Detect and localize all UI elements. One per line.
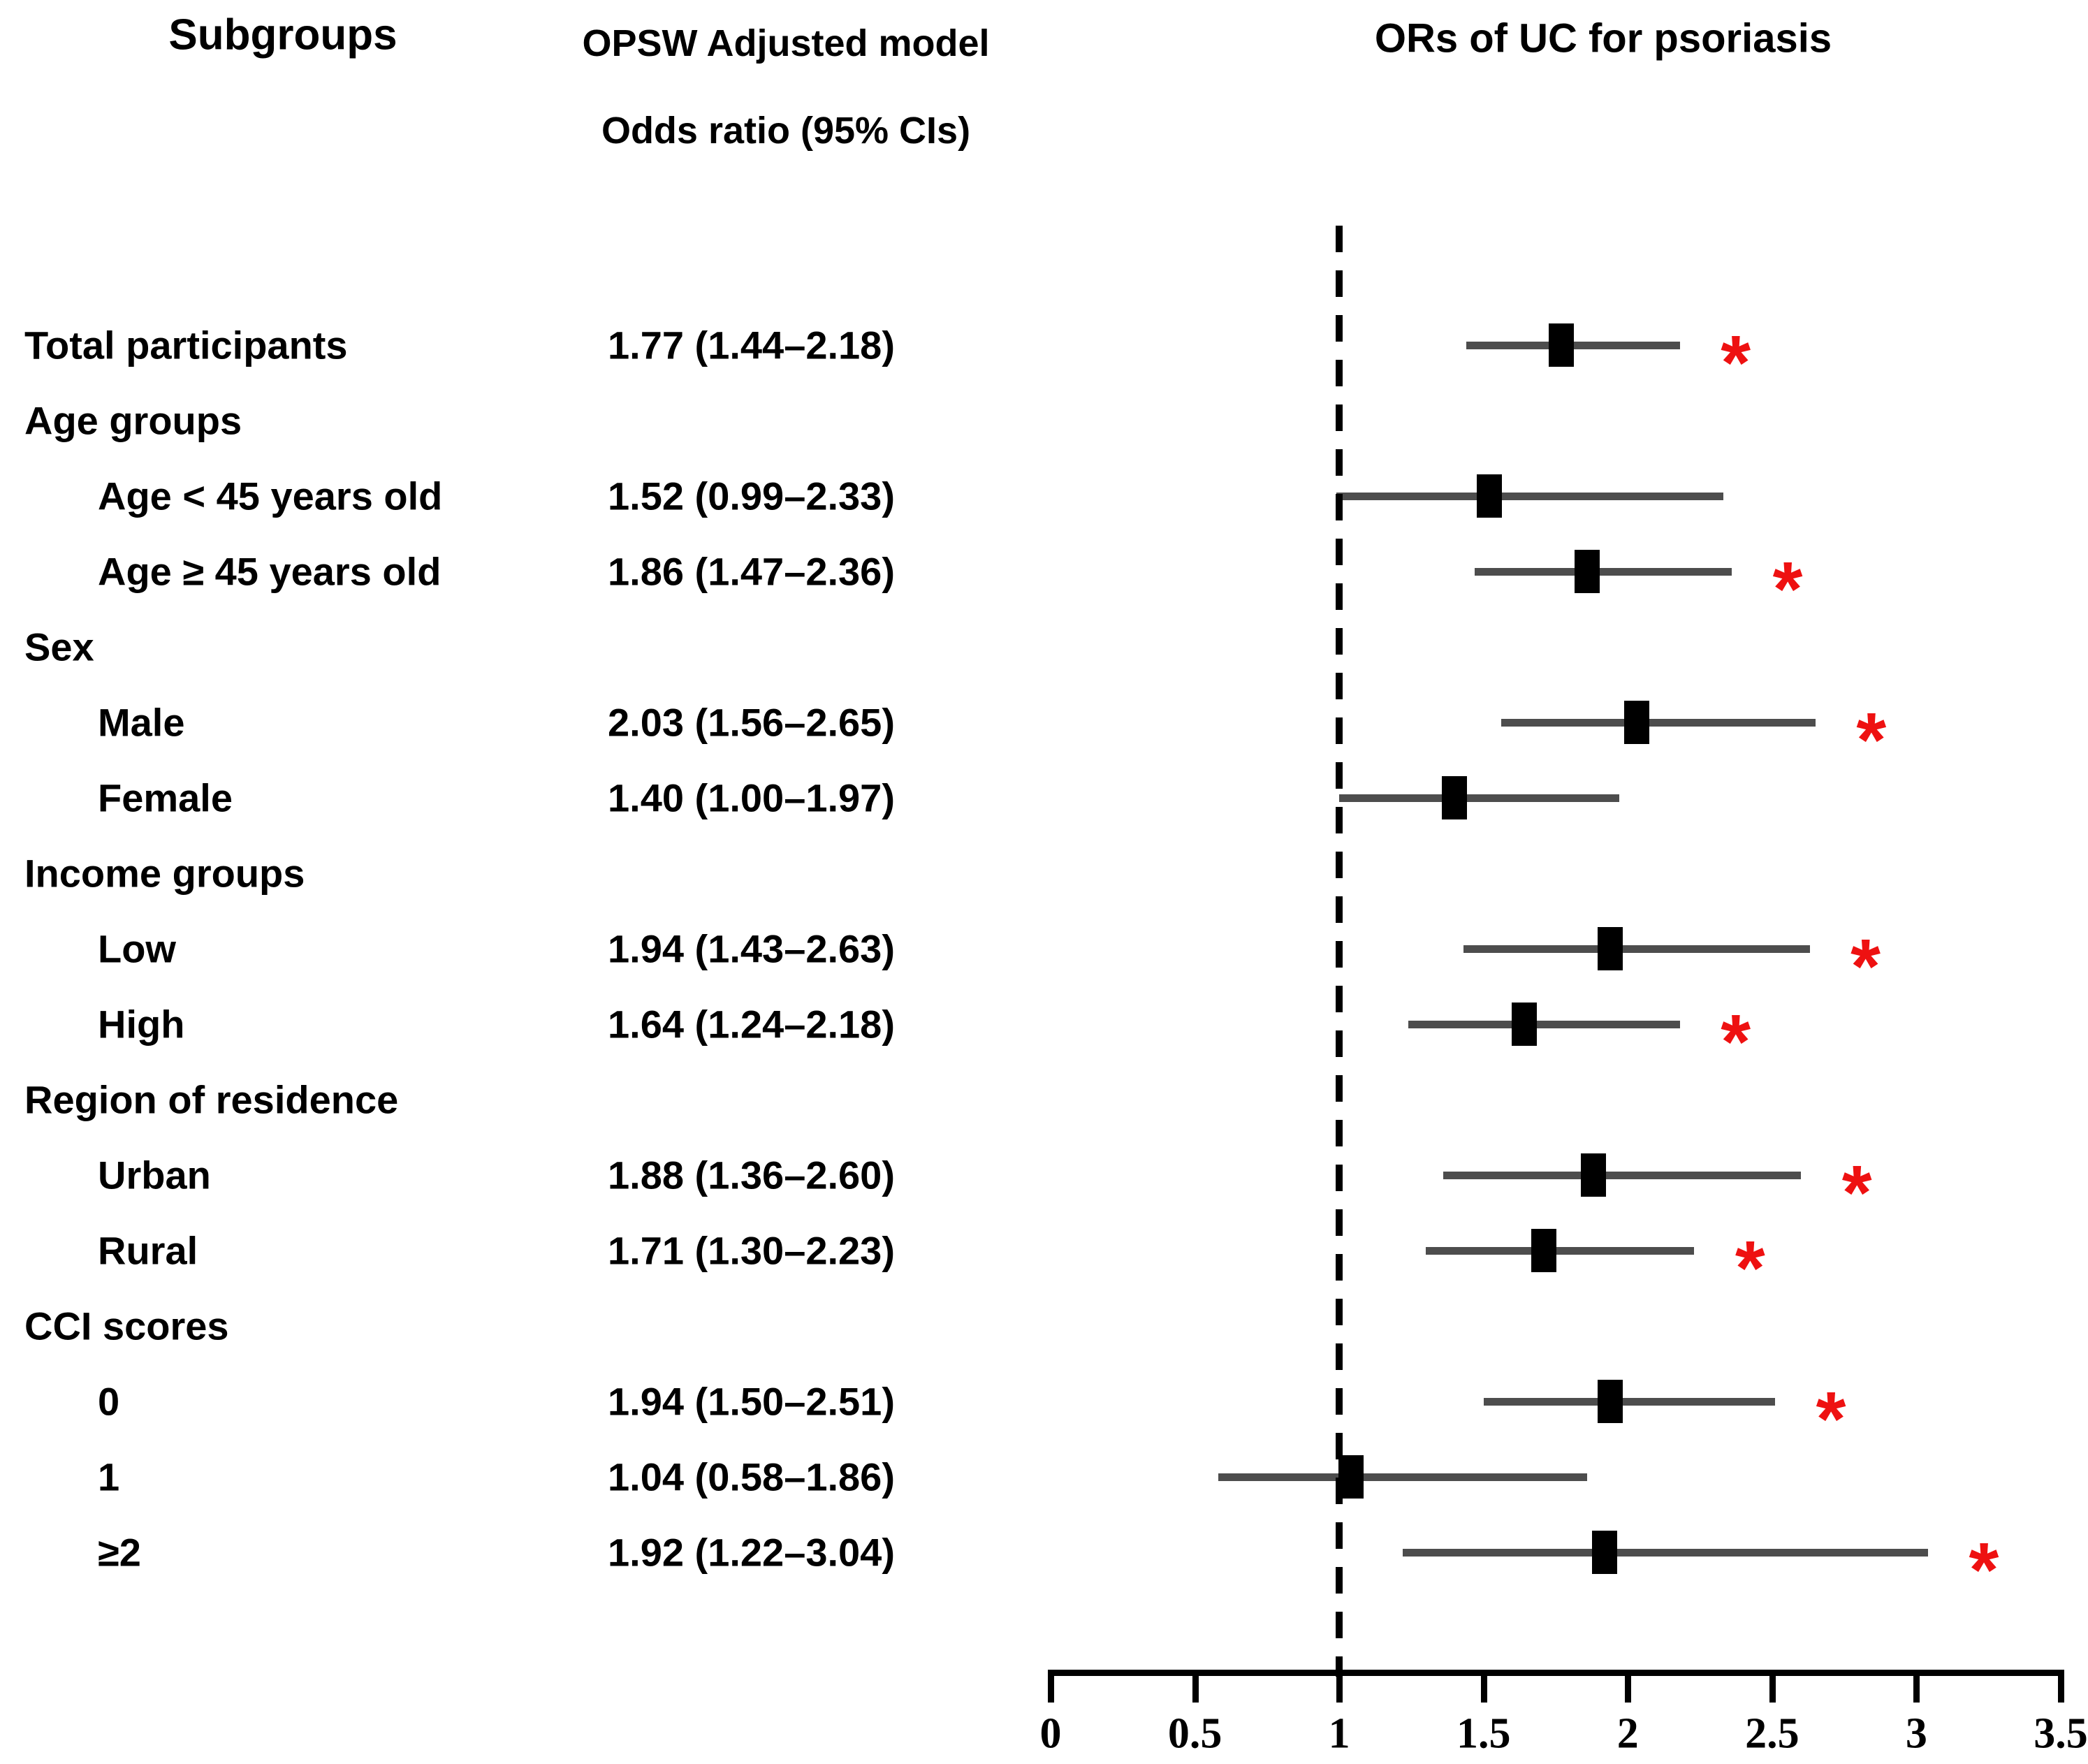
subgroup-row-label: Low <box>98 926 176 971</box>
odds-ratio-value: 1.88 (1.36–2.60) <box>608 1153 895 1197</box>
x-axis-tick-label: 3.5 <box>2034 1710 2088 1758</box>
x-axis-tick-label: 2.5 <box>1745 1710 1799 1758</box>
significance-asterisk: * <box>1772 546 1803 632</box>
subgroup-row-label: Male <box>98 700 185 745</box>
odds-ratio-value: 1.92 (1.22–3.04) <box>608 1530 895 1575</box>
subgroup-row-label: Urban <box>98 1153 211 1197</box>
x-axis-line <box>1048 1670 2064 1676</box>
odds-ratio-value: 1.94 (1.43–2.63) <box>608 926 895 971</box>
subgroup-header-label: CCI scores <box>24 1304 229 1348</box>
x-axis-tick-label: 0.5 <box>1167 1710 1222 1758</box>
confidence-interval-line <box>1463 945 1810 953</box>
odds-ratio-square-marker <box>1592 1531 1618 1574</box>
odds-ratio-value: 1.52 (0.99–2.33) <box>608 474 895 518</box>
odds-ratio-value: 1.40 (1.00–1.97) <box>608 775 895 820</box>
x-axis-tick <box>1913 1673 1920 1703</box>
confidence-interval-line <box>1475 568 1732 576</box>
confidence-interval-line <box>1339 794 1619 802</box>
odds-ratio-square-marker <box>1598 927 1623 970</box>
reference-line-or-1 <box>1336 226 1343 1677</box>
significance-asterisk: * <box>1816 1376 1846 1462</box>
subgroup-row-label: 1 <box>98 1455 120 1499</box>
subgroup-row-label: Rural <box>98 1228 198 1273</box>
significance-asterisk: * <box>1735 1225 1765 1311</box>
subgroups-column-title: Subgroups <box>168 10 397 59</box>
confidence-interval-line <box>1443 1172 1802 1179</box>
subgroup-row-label: 0 <box>98 1379 120 1424</box>
significance-asterisk: * <box>1856 697 1887 783</box>
confidence-interval-line <box>1336 493 1723 500</box>
confidence-interval-line <box>1483 1398 1775 1406</box>
odds-ratio-square-marker <box>1476 474 1502 518</box>
x-axis-tick <box>1336 1673 1343 1703</box>
x-axis-tick-label: 1.5 <box>1456 1710 1511 1758</box>
subgroup-row-label: Age < 45 years old <box>98 474 443 518</box>
odds-ratio-value: 1.04 (0.58–1.86) <box>608 1455 895 1499</box>
subgroup-header-label: Region of residence <box>24 1077 399 1122</box>
x-axis-tick <box>2058 1673 2064 1703</box>
significance-asterisk: * <box>1841 1150 1872 1236</box>
subgroup-row-label: ≥2 <box>98 1530 141 1575</box>
x-axis-tick <box>1480 1673 1487 1703</box>
confidence-interval-line <box>1218 1473 1588 1481</box>
odds-ratio-square-marker <box>1549 323 1575 367</box>
x-axis-tick <box>1048 1673 1054 1703</box>
odds-ratio-value: 1.94 (1.50–2.51) <box>608 1379 895 1424</box>
subgroup-row-label: Total participants <box>24 323 348 367</box>
subgroup-row-label: Age ≥ 45 years old <box>98 549 441 594</box>
odds-ratio-square-marker <box>1531 1229 1557 1272</box>
odds-ratio-square-marker <box>1442 776 1468 819</box>
odds-ratio-value: 1.86 (1.47–2.36) <box>608 549 895 594</box>
subgroup-header-label: Age groups <box>24 398 242 443</box>
odds-ratio-value: 1.71 (1.30–2.23) <box>608 1228 895 1273</box>
x-axis-tick-label: 0 <box>1039 1710 1062 1758</box>
x-axis-tick <box>1625 1673 1632 1703</box>
x-axis-tick-label: 3 <box>1905 1710 1927 1758</box>
model-column-title-line1: OPSW Adjusted model <box>582 22 990 64</box>
confidence-interval-line <box>1501 719 1816 727</box>
subgroup-row-label: High <box>98 1002 185 1047</box>
odds-ratio-square-marker <box>1623 701 1649 744</box>
significance-asterisk: * <box>1850 924 1881 1009</box>
confidence-interval-line <box>1403 1549 1928 1557</box>
x-axis-tick-label: 2 <box>1616 1710 1639 1758</box>
subgroup-row-label: Female <box>98 775 233 820</box>
odds-ratio-value: 1.64 (1.24–2.18) <box>608 1002 895 1047</box>
odds-ratio-value: 1.77 (1.44–2.18) <box>608 323 895 367</box>
plot-column-title: ORs of UC for psoriasis <box>1374 15 1832 61</box>
subgroup-header-label: Income groups <box>24 851 305 896</box>
odds-ratio-square-marker <box>1575 550 1600 593</box>
subgroup-header-label: Sex <box>24 625 94 669</box>
confidence-interval-line <box>1408 1021 1680 1028</box>
x-axis-tick <box>1769 1673 1776 1703</box>
confidence-interval-line <box>1426 1247 1695 1255</box>
odds-ratio-value: 2.03 (1.56–2.65) <box>608 700 895 745</box>
odds-ratio-square-marker <box>1598 1380 1623 1423</box>
significance-asterisk: * <box>1969 1527 1999 1613</box>
significance-asterisk: * <box>1721 999 1751 1085</box>
x-axis-tick-label: 1 <box>1328 1710 1350 1758</box>
x-axis-tick <box>1192 1673 1199 1703</box>
odds-ratio-square-marker <box>1580 1153 1606 1197</box>
model-column-title-line2: Odds ratio (95% CIs) <box>601 110 971 152</box>
significance-asterisk: * <box>1721 320 1751 406</box>
odds-ratio-square-marker <box>1511 1003 1537 1046</box>
